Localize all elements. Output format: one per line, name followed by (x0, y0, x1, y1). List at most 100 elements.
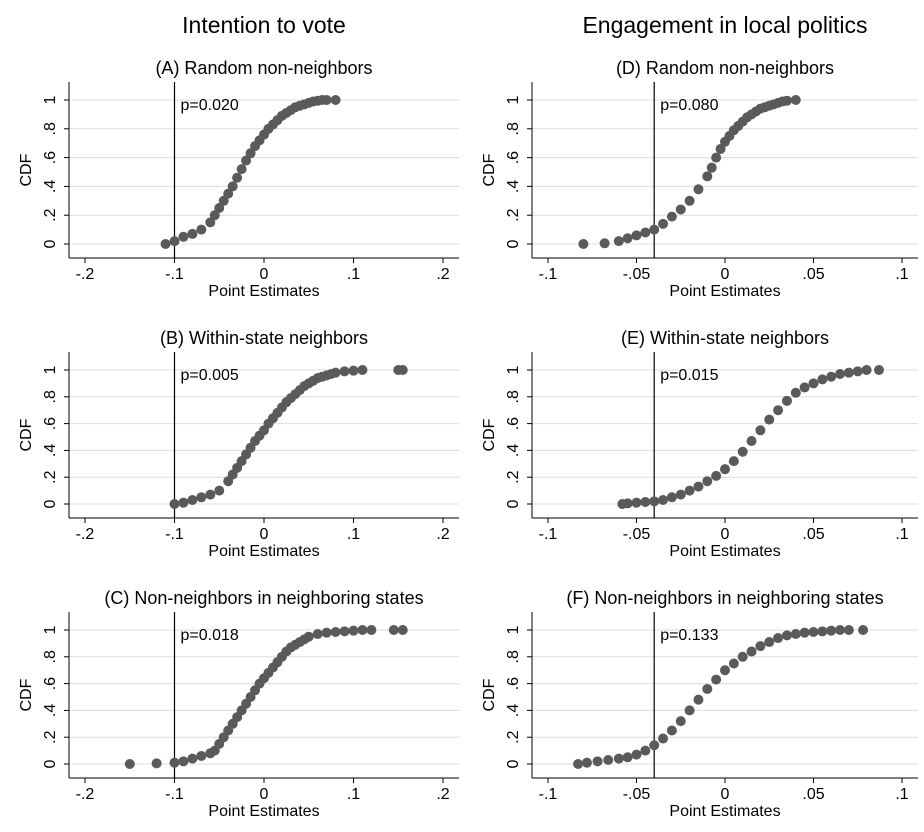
data-point (817, 626, 828, 637)
panel-title: (E) Within-state neighbors (621, 328, 829, 348)
data-point (357, 625, 368, 635)
x-tick-label: -.1 (539, 266, 558, 283)
x-axis-title: Point Estimates (208, 283, 319, 300)
data-point (169, 236, 180, 247)
data-point (599, 238, 610, 249)
data-point (658, 733, 669, 744)
data-point (366, 625, 377, 635)
y-tick-label: .8 (42, 650, 59, 663)
data-point (755, 641, 766, 652)
data-point (223, 188, 234, 199)
data-point (613, 753, 624, 764)
data-point (209, 210, 220, 221)
data-point (715, 143, 726, 154)
data-point (790, 387, 801, 398)
data-point (675, 489, 686, 500)
p-value-annotation: p=0.080 (660, 97, 718, 114)
data-point (684, 485, 695, 496)
y-tick-label: .2 (42, 208, 59, 221)
y-tick-label: .4 (42, 180, 59, 193)
data-point (397, 625, 408, 635)
x-tick-label: .05 (802, 266, 824, 283)
column-title-left: Intention to vote (182, 12, 346, 38)
y-tick-label: .2 (505, 730, 522, 743)
y-tick-label: .6 (42, 151, 59, 164)
data-point (693, 694, 704, 705)
data-point (196, 224, 207, 235)
data-point (702, 683, 713, 694)
data-point (622, 233, 633, 244)
data-point (603, 754, 614, 765)
x-tick-label: -.1 (165, 786, 184, 803)
plot-area (532, 612, 918, 778)
data-point (706, 162, 717, 173)
data-point (843, 367, 854, 378)
x-tick-label: -.05 (623, 266, 651, 283)
data-point (236, 164, 247, 175)
plot-area (532, 352, 918, 518)
x-tick-label: -.2 (76, 786, 95, 803)
y-axis-title: CDF (18, 153, 35, 186)
data-point (773, 405, 784, 416)
panel-title: (B) Within-state neighbors (160, 328, 368, 348)
data-point (196, 492, 207, 503)
y-tick-label: .4 (505, 180, 522, 193)
x-tick-label: -.1 (539, 526, 558, 543)
data-point (790, 95, 801, 105)
data-point (826, 371, 837, 382)
data-point (622, 498, 633, 509)
data-point (631, 230, 642, 241)
y-tick-label: 0 (42, 239, 59, 248)
x-axis-title: Point Estimates (669, 543, 780, 560)
data-point (573, 759, 584, 769)
data-point (397, 365, 408, 375)
data-point (799, 627, 810, 638)
y-tick-label: 0 (505, 239, 522, 248)
data-point (205, 489, 216, 500)
data-point (746, 646, 757, 657)
y-tick-label: .8 (42, 122, 59, 135)
plot-area (69, 82, 459, 258)
data-point (728, 658, 739, 669)
data-point (218, 195, 229, 206)
y-tick-label: 0 (505, 759, 522, 768)
y-tick-label: .6 (505, 677, 522, 690)
data-point (631, 497, 642, 508)
data-point (649, 224, 660, 235)
data-point (187, 494, 198, 505)
x-tick-label: -.05 (623, 526, 651, 543)
data-point (684, 195, 695, 206)
data-point (737, 651, 748, 662)
data-point (711, 674, 722, 685)
data-point (631, 749, 642, 760)
data-point (693, 481, 704, 492)
data-point (124, 759, 135, 769)
data-point (873, 365, 884, 375)
y-tick-label: 1 (42, 95, 59, 104)
data-point (675, 716, 686, 727)
x-axis-title: Point Estimates (669, 803, 780, 820)
data-point (640, 227, 651, 238)
x-tick-label: 0 (721, 526, 730, 543)
panel-title: (C) Non-neighbors in neighboring states (104, 588, 423, 608)
data-point (321, 95, 332, 105)
data-point (151, 758, 162, 769)
x-axis-title: Point Estimates (208, 803, 319, 820)
chart-panel: (B) Within-state neighbors 0 .2 .4 .6 .8 1 -.2 -… (18, 328, 459, 560)
data-point (649, 496, 660, 507)
data-point (187, 753, 198, 764)
panel-title: (D) Random non-neighbors (616, 58, 834, 78)
data-point (330, 627, 341, 638)
data-point (675, 204, 686, 215)
panel-title: (F) Non-neighbors in neighboring states (566, 588, 883, 608)
data-point (781, 95, 792, 106)
chart-panel: (F) Non-neighbors in neighboring states 0… (481, 588, 918, 820)
y-tick-label: .4 (505, 704, 522, 717)
y-axis-title: CDF (18, 418, 35, 451)
x-tick-label: .2 (436, 266, 449, 283)
data-point (312, 629, 323, 640)
x-tick-label: -.2 (76, 266, 95, 283)
data-point (613, 236, 624, 247)
data-point (640, 496, 651, 507)
